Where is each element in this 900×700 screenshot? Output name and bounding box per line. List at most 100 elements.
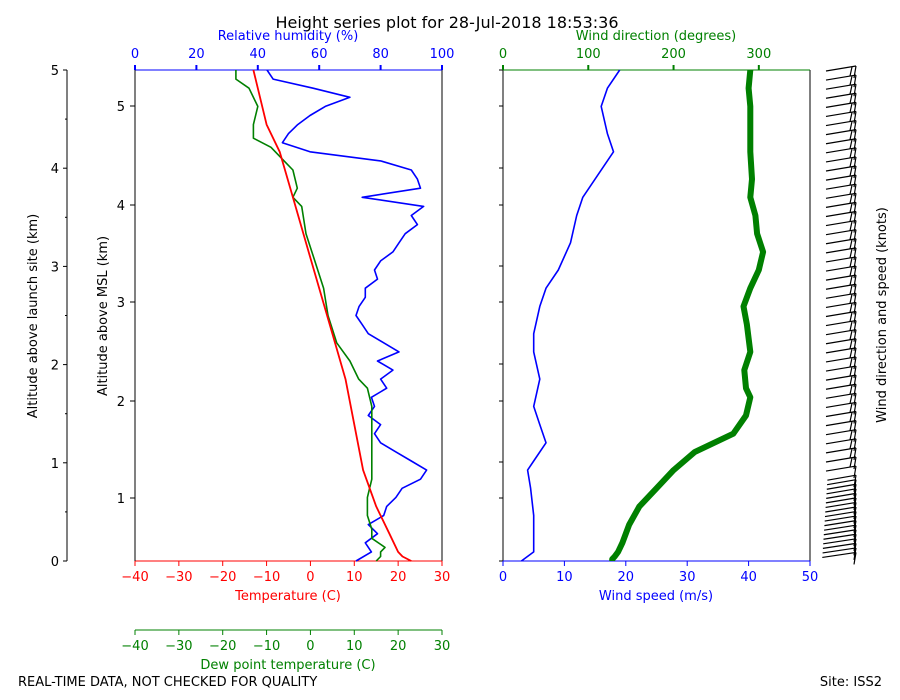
wind-barb: [827, 474, 857, 488]
wind-barb-staff: [825, 356, 857, 363]
wind-barb-flag: [849, 394, 853, 404]
rh-tick-label: 60: [311, 47, 328, 62]
wind-barb: [822, 547, 857, 561]
wind-barb-flag: [849, 148, 853, 158]
wind-barb-staff: [826, 488, 857, 495]
wind-barb-flag: [853, 506, 857, 520]
wdir-tick-label: 100: [576, 47, 601, 62]
wind-barb-staff: [825, 129, 857, 136]
outer-ytick-label: 1: [51, 457, 59, 472]
wind-barb-flag: [853, 84, 857, 97]
wind-barb-flag: [853, 275, 857, 288]
wind-barb-flag: [853, 93, 857, 106]
wind-barb: [823, 538, 857, 551]
wind-barb-flag: [853, 534, 857, 547]
wind-barb-staff: [825, 310, 857, 318]
wind-barb: [825, 420, 857, 433]
wind-barb-staff: [825, 438, 857, 445]
wind-barb-flag: [849, 357, 853, 368]
dew-tick-label: 20: [390, 639, 407, 654]
inner-ytick-label: 2: [117, 395, 125, 410]
wind-barb: [826, 492, 857, 506]
wind-barb-flag: [849, 257, 853, 268]
dew-axis-label: Dew point temperature (C): [200, 658, 375, 673]
wind-barb: [825, 320, 857, 333]
wind-barb: [825, 374, 857, 388]
wind-barb: [826, 479, 857, 492]
wind-barb: [825, 101, 857, 115]
wind-barb-flag: [853, 284, 857, 297]
wind-barb-flag: [849, 239, 853, 249]
wind-barb-staff: [826, 479, 857, 486]
wind-barb-staff: [825, 147, 857, 154]
wind-barb-flag: [849, 439, 853, 449]
wdir-axis-label: Wind direction (degrees): [576, 29, 736, 44]
wind-barb: [825, 274, 857, 288]
wind-barb-flag: [853, 65, 857, 79]
rh-tick-label: 80: [372, 47, 389, 62]
wind-barb-flag: [853, 552, 857, 565]
rh-tick-label: 40: [250, 47, 267, 62]
wind-barb: [825, 256, 857, 270]
wind-barb: [825, 506, 857, 520]
outer-ytick-label: 3: [51, 260, 59, 275]
wind-barb: [825, 429, 857, 442]
temperature-line: [252, 69, 412, 562]
wind-barb-flag: [853, 529, 857, 542]
wind-barb-staff: [825, 156, 857, 163]
wspd-tick-label: 30: [679, 570, 696, 585]
dewpoint-line: [235, 70, 386, 562]
wind-barb-staff: [822, 542, 857, 549]
wind-barb: [824, 515, 857, 529]
wspd-tick-label: 20: [618, 570, 635, 585]
wind-barb-flag: [853, 165, 857, 179]
wind-barb-staff: [825, 465, 857, 472]
wind-barb-flag: [853, 147, 857, 160]
wind-barb-flag: [849, 312, 853, 322]
dew-tick-label: −10: [253, 639, 280, 654]
dew-tick-label: −40: [121, 639, 148, 654]
outer-ytick-label: 4: [51, 162, 59, 177]
wind-barb-flag: [853, 329, 857, 342]
wind-barb-staff: [825, 92, 857, 99]
wind-barb-flag: [853, 497, 857, 510]
wind-barb-flag: [853, 438, 857, 451]
wind-barb-flag: [853, 402, 857, 415]
wind-barb-flag: [853, 484, 857, 497]
wind-barb-flag: [849, 303, 853, 313]
wind-barb-staff: [825, 265, 857, 272]
dew-tick-label: −30: [165, 639, 192, 654]
wind-barb: [825, 497, 857, 510]
wind-barb-flag: [853, 184, 857, 197]
wind-barb: [825, 301, 857, 315]
wind-barb: [825, 383, 857, 397]
wind-barb-flag: [853, 347, 857, 360]
dew-tick-label: −20: [209, 639, 236, 654]
wind-barb-staff: [825, 392, 857, 399]
wind-barb-flag: [853, 543, 857, 556]
wind-barb-flag: [849, 430, 853, 440]
wind-barb-staff: [825, 210, 857, 218]
wind-barb-flag: [849, 376, 853, 386]
wind-barb-flag: [853, 211, 857, 224]
outer-ytick-label: 5: [51, 64, 59, 79]
wind-barb-flag: [853, 420, 857, 433]
wind-barb-staff: [825, 183, 857, 190]
left-panel: 0 1 2 3 4 5 Altitude above launch site (km) 1 2 3…: [26, 29, 454, 673]
temp-tick-label: 30: [434, 570, 451, 585]
wind-barb: [825, 183, 857, 197]
wind-barb: [824, 510, 857, 524]
wind-barb-flag: [849, 66, 853, 77]
wind-barb: [825, 119, 857, 133]
wind-barb-flag: [849, 266, 853, 277]
wind-barb: [825, 265, 857, 279]
wind-speed-line: [520, 69, 621, 562]
wind-barb: [826, 483, 857, 497]
wind-barb: [825, 401, 857, 415]
wind-barb-flag: [853, 220, 857, 233]
wind-barb: [825, 147, 857, 160]
outer-ytick-label: 0: [51, 555, 59, 570]
rh-tick-label: 100: [430, 47, 455, 62]
dew-tick-label: 0: [306, 639, 314, 654]
